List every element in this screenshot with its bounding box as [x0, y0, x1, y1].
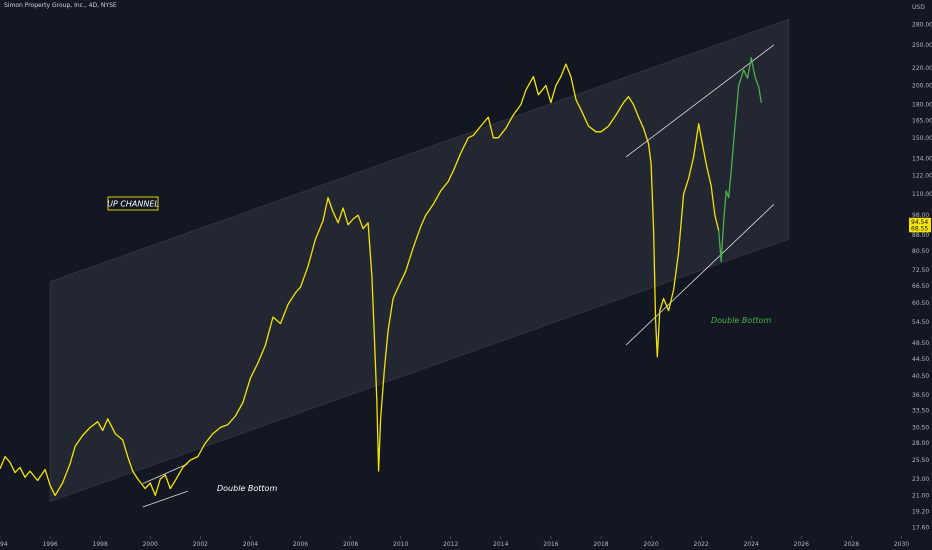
y-axis-tick-label: 72.50: [912, 267, 929, 274]
y-axis-tick-label: 110.00: [912, 191, 932, 198]
double-bottom-label-left: Double Bottom: [217, 484, 277, 493]
trendline[interactable]: [625, 44, 775, 158]
y-axis-tick-label: 25.50: [912, 457, 929, 464]
trendline[interactable]: [142, 463, 188, 485]
price-tag-label: 68.55: [911, 225, 928, 232]
up-channel-band[interactable]: [49, 18, 790, 503]
x-axis-tick-label: 2028: [844, 541, 859, 548]
currency-label: USD: [912, 4, 925, 11]
x-axis-tick-label: 2002: [193, 541, 208, 548]
x-axis-tick-label: 1996: [42, 541, 57, 548]
y-axis-tick-label: 250.00: [912, 42, 932, 49]
y-axis-tick-label: 122.00: [912, 172, 932, 179]
y-axis-tick-label: 28.00: [912, 440, 929, 447]
x-axis-tick-label: 2010: [393, 541, 408, 548]
price-tag: [909, 217, 931, 226]
y-axis-tick-label: 23.00: [912, 476, 929, 483]
y-axis-tick-label: 200.00: [912, 82, 932, 89]
x-axis-tick-label: 2030: [894, 541, 909, 548]
x-axis-tick-label: 1998: [93, 541, 108, 548]
y-axis-tick-label: 165.00: [912, 117, 932, 124]
y-axis-tick-label: 150.00: [912, 135, 932, 142]
channel-label: UP CHANNEL: [107, 200, 159, 209]
symbol-title: Simon Property Group, Inc., 4D, NYSE: [4, 2, 117, 9]
price-tag: [909, 224, 931, 233]
price-series-line[interactable]: [0, 63, 720, 497]
recent-price-series-line[interactable]: [718, 57, 762, 263]
y-axis-tick-label: 60.50: [912, 300, 929, 307]
y-axis-tick-label: 88.00: [912, 232, 929, 239]
x-axis-tick-label: 2012: [443, 541, 458, 548]
y-axis-tick-label: 40.50: [912, 373, 929, 380]
x-axis-tick-label: 2014: [493, 541, 508, 548]
y-axis-tick-label: 98.00: [912, 212, 929, 219]
y-axis-tick-label: 17.60: [912, 525, 929, 532]
y-axis-tick-label: 134.00: [912, 155, 932, 162]
x-axis-tick-label: 2022: [694, 541, 709, 548]
y-axis-tick-label: 180.00: [912, 102, 932, 109]
trendline[interactable]: [625, 204, 775, 346]
x-axis-tick-label: 2018: [593, 541, 608, 548]
x-axis-tick-label: 2004: [243, 541, 258, 548]
y-axis-tick-label: 30.50: [912, 425, 929, 432]
x-axis-tick-label: 2020: [643, 541, 658, 548]
x-axis-tick-label: 2000: [143, 541, 158, 548]
y-axis-tick-label: 280.00: [912, 21, 932, 28]
x-axis-tick-label: 2026: [794, 541, 809, 548]
trendline[interactable]: [142, 490, 188, 508]
channel-label-box: [107, 196, 159, 211]
price-tag-label: 94.54: [911, 219, 928, 226]
y-axis-tick-label: 80.50: [912, 248, 929, 255]
y-axis-tick-label: 36.50: [912, 392, 929, 399]
y-axis-tick-label: 54.50: [912, 319, 929, 326]
y-axis-tick-label: 19.20: [912, 509, 929, 516]
double-bottom-label-right: Double Bottom: [711, 316, 771, 325]
x-axis-tick-label: 2008: [343, 541, 358, 548]
x-axis-tick-label: 2006: [293, 541, 308, 548]
x-axis-tick-label: 2024: [744, 541, 759, 548]
y-axis-tick-label: 33.50: [912, 407, 929, 414]
y-axis-tick-label: 48.50: [912, 340, 929, 347]
y-axis-tick-label: 21.00: [912, 492, 929, 499]
y-axis-tick-label: 220.00: [912, 65, 932, 72]
x-axis-tick-label: 2016: [543, 541, 558, 548]
y-axis-tick-label: 44.50: [912, 356, 929, 363]
x-axis-tick-label: 94: [0, 541, 8, 548]
y-axis-tick-label: 66.50: [912, 283, 929, 290]
